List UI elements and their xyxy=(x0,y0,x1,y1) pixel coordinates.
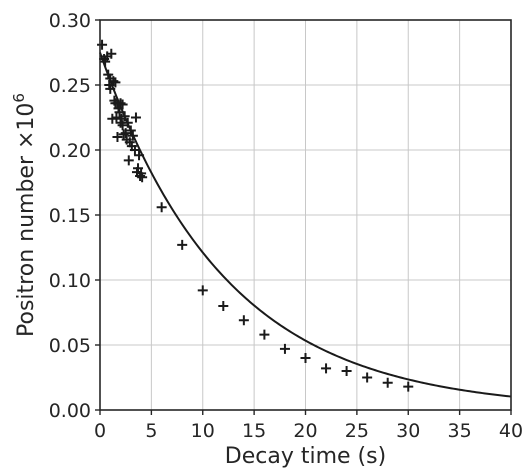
grid-lines xyxy=(99,19,512,411)
data-point xyxy=(108,76,119,87)
data-point xyxy=(137,172,148,183)
data-point xyxy=(100,56,111,67)
y-tick-label: 0.15 xyxy=(49,205,91,227)
data-point xyxy=(112,132,123,142)
data-point xyxy=(341,366,352,376)
y-tick-label: 0.10 xyxy=(49,270,91,292)
data-point xyxy=(106,48,117,59)
y-tick-labels: 0.00 0.05 0.10 0.15 0.20 0.25 0.30 xyxy=(49,10,91,422)
x-tick-label: 40 xyxy=(499,420,523,442)
data-point xyxy=(134,150,145,161)
y-tick-label: 0.25 xyxy=(49,75,91,97)
data-point xyxy=(114,107,125,118)
data-point xyxy=(111,112,122,123)
y-tick-label: 0.00 xyxy=(49,400,91,422)
x-tick-label: 30 xyxy=(396,420,420,442)
y-tick-label: 0.05 xyxy=(49,335,91,357)
fit-curve xyxy=(99,52,512,398)
data-point xyxy=(238,315,249,326)
data-point xyxy=(197,285,208,296)
data-point xyxy=(120,128,131,139)
x-tick-label: 20 xyxy=(293,420,317,442)
data-point xyxy=(177,239,188,250)
data-point xyxy=(110,77,121,88)
data-point xyxy=(300,353,311,363)
data-point xyxy=(403,381,414,392)
data-point xyxy=(123,155,134,166)
data-point xyxy=(105,83,116,94)
data-point xyxy=(382,377,393,388)
data-point xyxy=(125,125,136,136)
data-point xyxy=(129,145,140,155)
data-point xyxy=(279,343,290,354)
y-tick-label: 0.30 xyxy=(49,10,91,32)
data-point xyxy=(156,202,167,213)
data-point xyxy=(362,372,373,383)
data-point xyxy=(119,111,130,122)
x-tick-label: 25 xyxy=(345,420,369,442)
y-tick-label: 0.20 xyxy=(49,140,91,162)
x-tick-label: 0 xyxy=(94,420,106,442)
x-axis-label: Decay time (s) xyxy=(225,444,386,469)
tick-marks xyxy=(95,19,512,415)
y-axis-label-exponent: 6 xyxy=(10,93,28,103)
x-tick-label: 35 xyxy=(448,420,472,442)
y-axis-label-text: Positron number ×10 xyxy=(14,103,39,337)
data-point xyxy=(97,39,108,50)
y-axis-label: Positron number ×106 xyxy=(10,93,39,337)
data-point xyxy=(321,363,332,374)
plot-frame xyxy=(99,19,512,411)
data-point xyxy=(122,117,133,128)
data-point xyxy=(117,99,128,110)
data-points xyxy=(97,39,414,392)
x-tick-label: 10 xyxy=(191,420,215,442)
x-tick-label: 5 xyxy=(145,420,157,442)
data-point xyxy=(127,130,138,141)
data-point xyxy=(118,129,129,140)
data-point xyxy=(259,329,270,340)
data-point xyxy=(133,163,144,174)
data-point xyxy=(130,112,141,123)
x-tick-label: 15 xyxy=(242,420,266,442)
data-point xyxy=(117,120,128,131)
data-point xyxy=(115,98,126,109)
x-tick-labels: 0 5 10 15 20 25 30 35 40 xyxy=(94,420,523,442)
data-point xyxy=(218,301,229,311)
